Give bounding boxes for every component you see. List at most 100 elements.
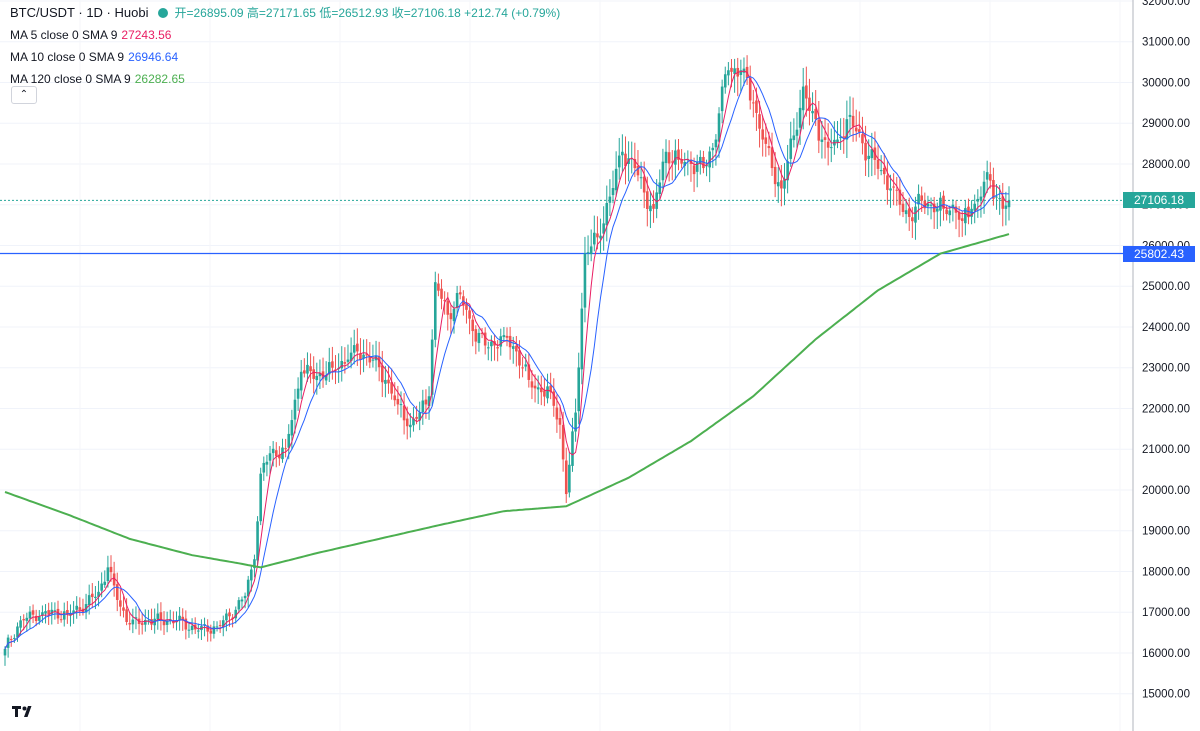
candle-body bbox=[234, 609, 238, 619]
ma5-line bbox=[4, 70, 1010, 650]
ma10-value: 26946.64 bbox=[128, 50, 179, 64]
price-tick-label: 17000.00 bbox=[1142, 607, 1190, 619]
candle-body bbox=[312, 369, 315, 379]
candle-body bbox=[699, 156, 702, 164]
candle-body bbox=[131, 619, 135, 625]
candle-body bbox=[237, 600, 241, 610]
candle-body bbox=[41, 612, 44, 616]
price-axis[interactable]: 15000.00 16000.00 17000.00 18000.00 19000.00… bbox=[1142, 0, 1190, 701]
candle-body bbox=[935, 208, 939, 212]
tradingview-logo[interactable] bbox=[9, 700, 39, 722]
candle-body bbox=[907, 208, 911, 217]
candle-body bbox=[889, 188, 892, 191]
candle-body bbox=[31, 610, 35, 615]
candle-body bbox=[262, 462, 266, 473]
candle-body bbox=[895, 189, 899, 191]
candle-body bbox=[37, 616, 41, 621]
candle-body bbox=[795, 129, 799, 136]
candle-body bbox=[758, 114, 761, 129]
candle-body bbox=[636, 165, 640, 176]
candle-body bbox=[437, 283, 440, 291]
candle-body bbox=[78, 607, 82, 610]
candle-body bbox=[318, 372, 322, 377]
candle-body bbox=[858, 129, 861, 133]
candle-body bbox=[639, 177, 643, 179]
candle-body bbox=[948, 210, 952, 216]
candle-body bbox=[458, 292, 462, 295]
candle-body bbox=[144, 619, 147, 625]
candle-body bbox=[75, 605, 79, 610]
candle-body bbox=[624, 153, 627, 167]
price-tick-label: 15000.00 bbox=[1142, 689, 1190, 701]
candle-body bbox=[28, 611, 32, 619]
candle-body bbox=[801, 86, 805, 111]
candle-body bbox=[770, 147, 774, 169]
candle-body bbox=[274, 450, 278, 457]
candle-body bbox=[960, 218, 964, 222]
legend-ma5[interactable]: MA 5 close 0 SMA 9 27243.56 bbox=[10, 24, 560, 46]
candle-body bbox=[47, 610, 50, 614]
candle-body bbox=[265, 461, 269, 465]
candle-body bbox=[352, 345, 356, 353]
candle-body bbox=[973, 203, 977, 211]
candle-body bbox=[427, 396, 431, 407]
legend-ma120[interactable]: MA 120 close 0 SMA 9 26282.65 bbox=[10, 68, 560, 90]
candle-body bbox=[546, 386, 549, 399]
candle-body bbox=[362, 354, 365, 359]
close-value: =27106.18 bbox=[403, 6, 461, 20]
candle-body bbox=[303, 370, 306, 374]
candle-body bbox=[817, 119, 821, 141]
candle-body bbox=[402, 405, 406, 421]
collapse-legend-button[interactable]: ⌃ bbox=[11, 86, 37, 104]
candle-body bbox=[218, 625, 222, 627]
candle-body bbox=[530, 381, 534, 388]
candle-body bbox=[421, 400, 425, 412]
candle-body bbox=[415, 416, 418, 419]
candle-body bbox=[256, 521, 259, 561]
low-value: =26512.93 bbox=[331, 6, 389, 20]
candle-body bbox=[536, 387, 540, 390]
candle-body bbox=[299, 371, 303, 391]
candle-body bbox=[848, 114, 852, 117]
candle-body bbox=[225, 613, 228, 621]
candle-body bbox=[705, 165, 708, 167]
candle-body bbox=[443, 300, 446, 302]
candle-body bbox=[184, 618, 188, 630]
candle-body bbox=[652, 203, 655, 209]
candle-body bbox=[892, 186, 895, 188]
price-tick-label: 23000.00 bbox=[1142, 363, 1190, 375]
candle-body bbox=[315, 375, 319, 381]
close-label: 收 bbox=[391, 6, 404, 20]
candle-body bbox=[449, 313, 453, 320]
ma10-line bbox=[4, 75, 1010, 650]
candle-body bbox=[677, 149, 680, 160]
candle-body bbox=[524, 364, 528, 367]
candle-body bbox=[94, 596, 97, 599]
candle-body bbox=[134, 617, 138, 619]
candle-body bbox=[327, 362, 331, 375]
candle-body bbox=[533, 385, 537, 389]
candle-body bbox=[156, 613, 160, 620]
candle-body bbox=[558, 417, 562, 425]
candle-body bbox=[680, 158, 683, 164]
candle-body bbox=[630, 158, 634, 160]
candle-body bbox=[430, 339, 434, 395]
symbol-title[interactable]: BTC/USDT · 1D · Huobi bbox=[10, 5, 149, 20]
candle-body bbox=[976, 198, 980, 202]
candle-body bbox=[293, 399, 297, 420]
candle-body bbox=[278, 454, 281, 459]
candle-body bbox=[474, 329, 478, 342]
legend-ma10[interactable]: MA 10 close 0 SMA 9 26946.64 bbox=[10, 46, 560, 68]
candle-body bbox=[178, 615, 181, 621]
candle-body bbox=[3, 648, 7, 656]
candle-body bbox=[505, 335, 509, 338]
candle-body bbox=[53, 610, 57, 612]
candle-body bbox=[985, 172, 989, 180]
candle-body bbox=[826, 141, 830, 148]
horizontal-line-price-tag[interactable]: 25802.43 bbox=[1123, 245, 1195, 262]
candle-body bbox=[368, 357, 372, 363]
change-value: +212.74 (+0.79%) bbox=[464, 6, 561, 20]
candle-body bbox=[911, 217, 914, 222]
candle-body bbox=[621, 151, 624, 156]
